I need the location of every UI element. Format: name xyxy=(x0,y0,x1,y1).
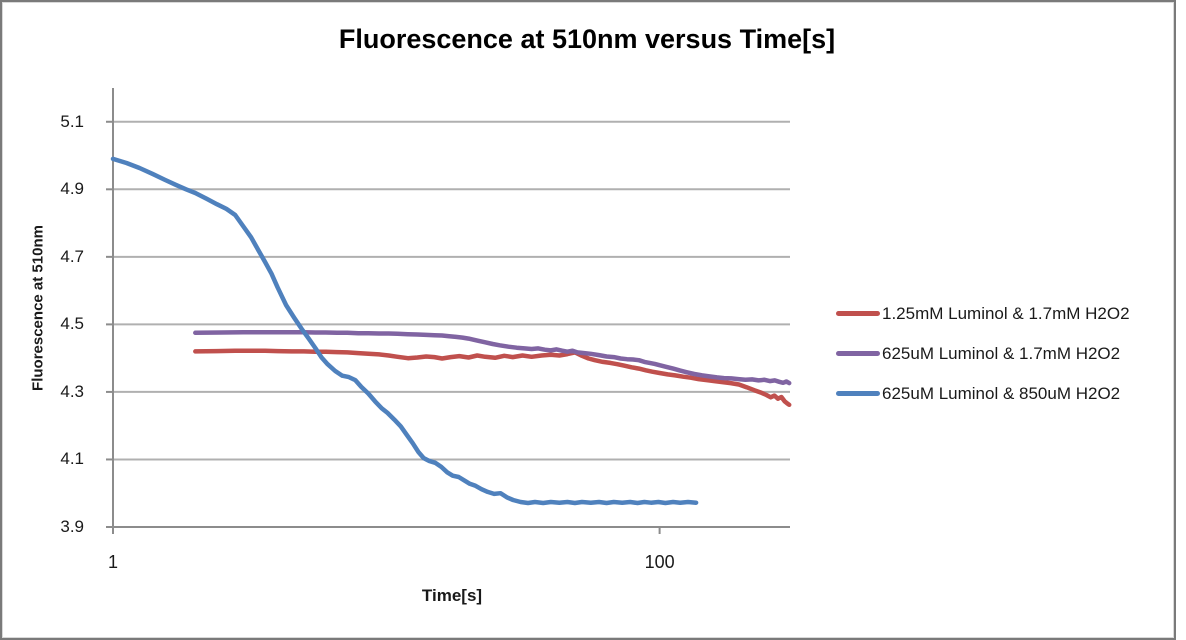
y-tick-label: 4.1 xyxy=(60,449,84,469)
series-line-0 xyxy=(193,348,792,408)
y-tick-label: 4.5 xyxy=(60,314,84,334)
y-tick-label: 4.3 xyxy=(60,381,84,401)
y-axis-title: Fluorescence at 510nm xyxy=(29,225,47,391)
y-tick-label: 4.7 xyxy=(60,246,84,266)
x-tick-label: 100 xyxy=(644,552,675,572)
chart-title: Fluorescence at 510nm versus Time[s] xyxy=(338,24,836,54)
legend-label: 625uM Luminol & 850uM H2O2 xyxy=(882,383,1121,403)
legend-line-swatch-red xyxy=(836,311,880,316)
legend-item: 625uM Luminol & 850uM H2O2 xyxy=(836,383,1172,404)
legend-item: 1.25mM Luminol & 1.7mM H2O2 xyxy=(836,303,1172,324)
y-tick-label: 3.9 xyxy=(60,517,84,536)
y-tick-label: 5.1 xyxy=(60,111,84,131)
legend-item: 625uM Luminol & 1.7mM H2O2 xyxy=(836,343,1172,364)
series-line-2 xyxy=(110,156,699,506)
x-tick-label: 1 xyxy=(107,552,118,572)
x-axis-title: Time[s] xyxy=(421,586,483,605)
legend-line-swatch-blue xyxy=(836,391,880,396)
legend: 1.25mM Luminol & 1.7mM H2O2 625uM Lumino… xyxy=(836,303,1172,423)
series-line-1 xyxy=(193,329,792,386)
legend-label: 1.25mM Luminol & 1.7mM H2O2 xyxy=(882,303,1130,323)
legend-label: 625uM Luminol & 1.7mM H2O2 xyxy=(882,343,1121,363)
legend-line-swatch-purple xyxy=(836,351,880,356)
y-tick-label: 4.9 xyxy=(60,179,84,199)
